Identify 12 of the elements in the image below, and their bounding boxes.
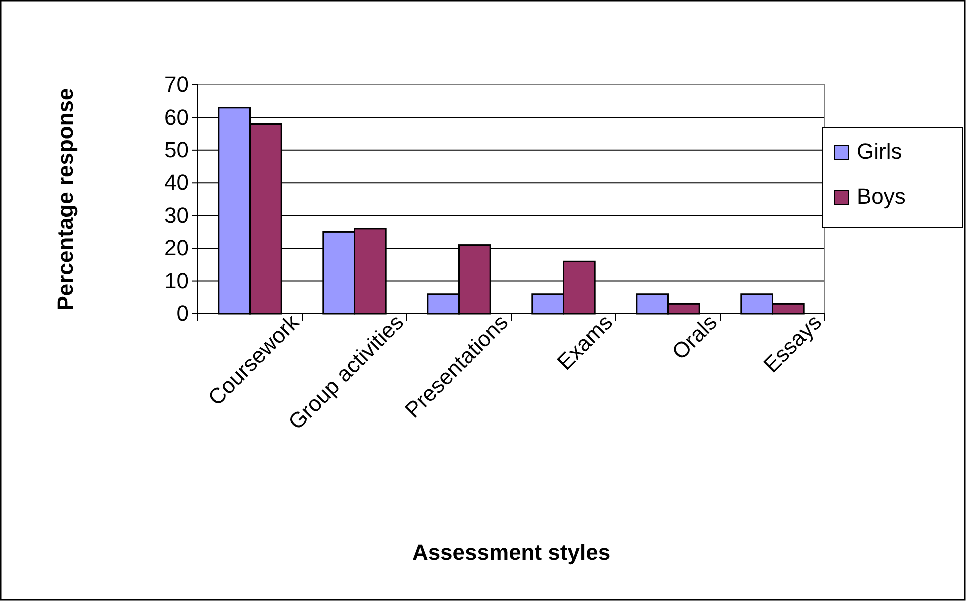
- x-axis-title: Assessment styles: [412, 540, 611, 565]
- y-tick-label: 70: [164, 72, 189, 98]
- y-tick-label: 10: [164, 268, 189, 294]
- y-tick-label: 50: [164, 137, 189, 162]
- y-tick-label: 60: [164, 104, 189, 130]
- legend-label: Boys: [857, 184, 906, 209]
- y-axis-title: Percentage response: [53, 88, 78, 311]
- y-tick-label: 20: [164, 236, 189, 261]
- y-tick-label: 30: [164, 202, 189, 228]
- y-tick-label: 0: [176, 301, 189, 326]
- legend-label: Girls: [857, 139, 902, 164]
- y-tick-label: 40: [164, 170, 189, 196]
